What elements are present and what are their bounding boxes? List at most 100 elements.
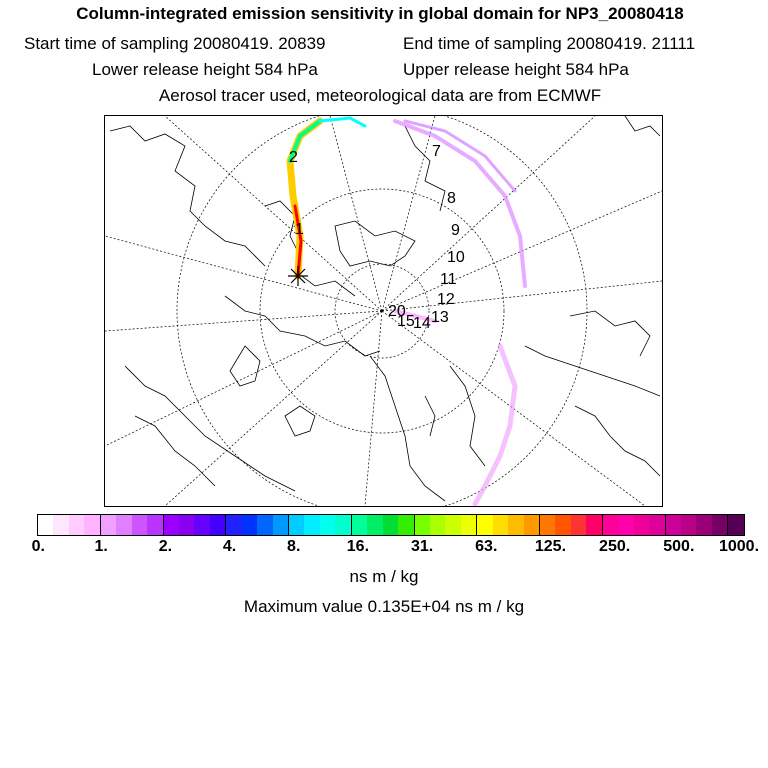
meridian-line <box>364 310 383 506</box>
plume-branch <box>393 119 527 288</box>
colorbar-segment <box>147 515 164 535</box>
colorbar-units: ns m / kg <box>349 567 419 586</box>
coastline <box>574 405 661 477</box>
coastline <box>569 310 651 357</box>
day-label: 7 <box>432 143 441 160</box>
colorbar-segment <box>492 515 509 535</box>
meridian-line <box>329 116 383 312</box>
plume-branch <box>318 116 367 128</box>
meridian-line <box>105 235 383 312</box>
meridian-line <box>164 116 383 312</box>
map-title: Column-integrated emission sensitivity i… <box>76 4 684 23</box>
coastline <box>449 365 486 467</box>
coastline <box>124 365 296 492</box>
plume-branch <box>472 343 518 506</box>
coastline <box>404 125 446 212</box>
colorbar-segment <box>618 515 634 535</box>
meridian-line <box>381 310 646 506</box>
day-label: 10 <box>447 249 465 266</box>
colorbar-segment <box>477 515 493 535</box>
coastline <box>284 405 316 437</box>
colorbar-tick-label: 63. <box>475 538 498 555</box>
coastline <box>264 200 356 297</box>
colorbar-segment <box>586 515 603 535</box>
coastline <box>134 415 216 487</box>
plume-core <box>286 117 324 280</box>
colorbar-segment <box>711 515 729 535</box>
colorbar-segment <box>38 515 54 535</box>
colorbar-tick-label: 1000. <box>718 538 760 555</box>
map-panel: 2 1 7 8 9 10 11 12 13 14 15 20 <box>104 115 663 507</box>
colorbar-segment <box>68 515 85 535</box>
day-label: 20 <box>388 303 406 320</box>
day-label: 9 <box>451 222 460 239</box>
colorbar-segment <box>226 515 242 535</box>
lower-release-height-text: Lower release height 584 hPa <box>92 60 318 79</box>
colorbar-segment <box>540 515 556 535</box>
day-label: 14 <box>413 315 431 332</box>
colorbar-tick-label: 31. <box>410 538 434 555</box>
coastline <box>109 125 266 267</box>
coastline <box>229 345 261 387</box>
colorbar-segment <box>272 515 289 535</box>
meridian-line <box>381 280 662 312</box>
day-label: 2 <box>289 149 298 166</box>
colorbar-segment <box>335 515 352 535</box>
colorbar-segment <box>445 515 461 535</box>
coastline <box>334 220 416 267</box>
coastlines <box>109 116 661 502</box>
colorbar-segment <box>178 515 195 535</box>
coastline <box>224 295 381 357</box>
meridian-line <box>105 310 383 447</box>
day-label: 1 <box>295 221 304 238</box>
colorbar-tick-label: 2. <box>158 538 173 555</box>
colorbar-segment <box>209 515 227 535</box>
meridian-line <box>381 116 596 312</box>
colorbar-segment <box>116 515 132 535</box>
start-time-text: Start time of sampling 20080419. 20839 <box>24 34 326 53</box>
colorbar-segment <box>163 515 179 535</box>
colorbar-segment <box>523 515 540 535</box>
colorbar-segment <box>696 515 712 535</box>
colorbar-segment <box>680 515 697 535</box>
colorbar <box>37 514 745 536</box>
meridian-line <box>381 116 436 312</box>
colorbar-tick-label: 0. <box>31 538 46 555</box>
meridian-line <box>105 310 383 332</box>
colorbar-segment <box>633 515 650 535</box>
colorbar-segment <box>460 515 478 535</box>
colorbar-tick-label: 250. <box>599 538 631 555</box>
graticule <box>105 116 662 506</box>
plume-branch <box>403 119 517 193</box>
colorbar-tick-label: 8. <box>287 538 301 555</box>
plume-branch <box>393 309 437 323</box>
latitude-circle <box>176 116 588 506</box>
coastline <box>369 355 446 502</box>
upper-release-height-text: Upper release height 584 hPa <box>403 60 629 79</box>
colorbar-segment <box>649 515 666 535</box>
coastline <box>424 395 436 437</box>
colorbar-segment <box>665 515 681 535</box>
colorbar-segment <box>53 515 69 535</box>
colorbar-segment <box>241 515 258 535</box>
maximum-value-text: Maximum value 0.135E+04 ns m / kg <box>243 597 525 616</box>
colorbar-segment <box>194 515 210 535</box>
day-label: 15 <box>397 313 415 330</box>
day-label: 8 <box>447 190 456 207</box>
emission-sensitivity-plume <box>286 116 527 506</box>
plume-core <box>293 204 303 278</box>
tracer-info-text: Aerosol tracer used, meteorological data… <box>158 86 602 105</box>
colorbar-segment <box>351 515 368 535</box>
day-label: 12 <box>437 291 455 308</box>
colorbar-segment <box>728 515 744 535</box>
plume-branch <box>288 119 322 163</box>
colorbar-segment <box>257 515 273 535</box>
colorbar-segment <box>367 515 383 535</box>
colorbar-segment <box>555 515 571 535</box>
coastline <box>524 345 661 397</box>
colorbar-segment <box>304 515 320 535</box>
colorbar-tick-label: 1. <box>94 538 108 555</box>
colorbar-tick-label: 125. <box>534 538 567 555</box>
colorbar-segment <box>289 515 305 535</box>
colorbar-segment <box>131 515 148 535</box>
